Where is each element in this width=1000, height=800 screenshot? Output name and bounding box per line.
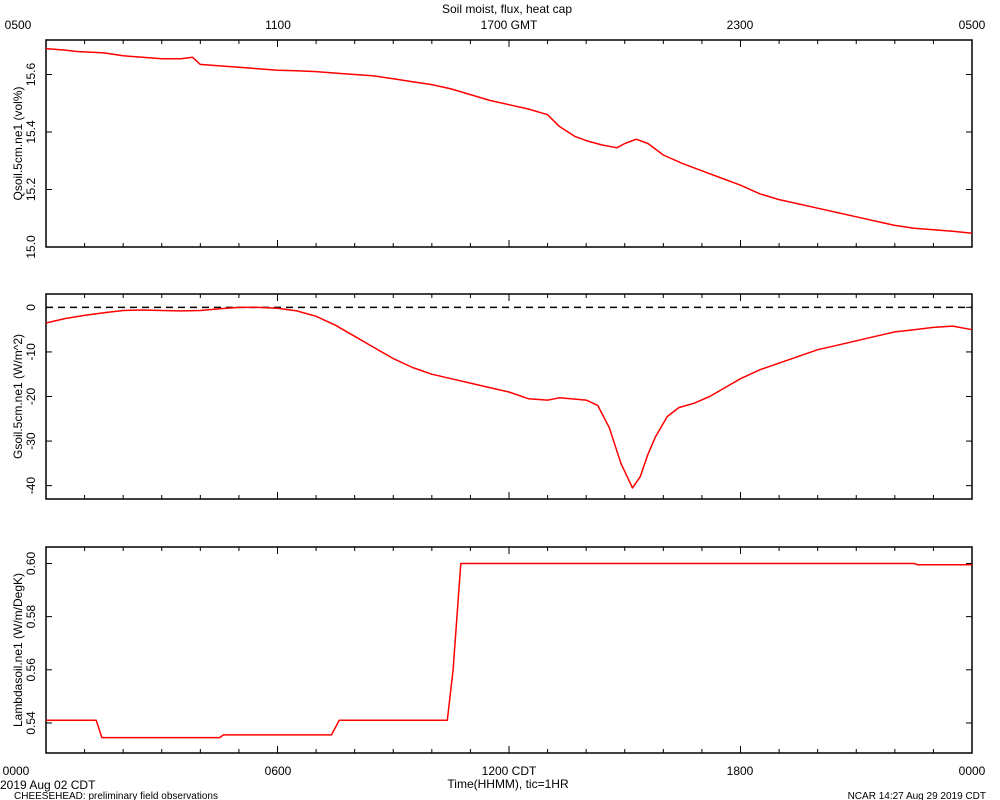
top-tick-label: 1700 GMT [481,18,538,32]
y-tick-label: -40 [24,477,38,495]
series-layer [45,306,973,489]
y-ticks: 15.0 15.2 15.4 15.6 [24,62,972,259]
series-line [45,47,973,234]
y-ticks: 0 -10 -20 -30 -40 [24,304,972,495]
top-tick-label: 0500 [959,18,986,32]
y-tick-label: 15.4 [24,120,38,144]
y-tick-label: 0.58 [24,605,38,629]
y-axis-title: Gsoil.5cm.ne1 (W/m^2) [11,334,25,459]
x-ticks [45,547,973,753]
panel-frame [45,546,973,754]
y-axis-title: Qsoil.5cm.ne1 (vol%) [11,86,25,200]
y-axis-title: Lambdasoil.ne1 (W/m/DegK) [11,573,25,727]
chart-title: Soil moist, flux, heat cap [442,2,572,16]
top-axis-labels: 0500 1100 1700 GMT 2300 0500 [5,18,986,32]
y-tick-label: 0.54 [24,711,38,735]
soil-heat-flux-panel: 0 -10 -20 -30 -40 Gsoil.5cm.ne1 (W/m^2) [11,293,973,500]
top-tick-label: 0500 [5,18,32,32]
y-tick-label: 0 [24,304,38,311]
series-layer [46,562,972,739]
series-layer [45,47,973,234]
y-tick-label: -20 [24,388,38,406]
bottom-tick-label: 1200 CDT [482,764,537,778]
bottom-tick-label: 0000 [3,764,30,778]
bottom-tick-label: 1800 [727,764,754,778]
top-tick-label: 2300 [727,18,754,32]
bottom-axis-labels: 0000 0600 1200 CDT 1800 0000 [3,764,986,778]
bottom-tick-label: 0000 [959,764,986,778]
panel-frame [45,293,973,500]
top-tick-label: 1100 [265,18,291,32]
series-line [45,306,973,489]
y-tick-label: 15.2 [24,177,38,201]
x-ticks [45,40,973,247]
thermal-conductivity-panel: 0.54 0.56 0.58 0.60 Lambdasoil.ne1 (W/m/Deg… [11,546,973,754]
footer-right: NCAR 14:27 Aug 29 2019 CDT [848,791,986,800]
y-ticks: 0.54 0.56 0.58 0.60 [24,551,972,735]
date-label: 2019 Aug 02 CDT [0,778,96,792]
y-tick-label: -10 [24,343,38,361]
bottom-tick-label: 0600 [265,764,292,778]
y-tick-label: 15.0 [24,235,38,259]
x-axis-title: Time(HHMM), tic=1HR [447,777,569,791]
y-tick-label: 15.6 [24,62,38,86]
x-ticks [45,294,973,499]
y-tick-label: -30 [24,432,38,450]
y-tick-label: 0.60 [24,551,38,575]
footer-left: CHEESEHEAD: preliminary field observatio… [14,791,218,800]
y-tick-label: 0.56 [24,658,38,682]
panel-frame [45,39,973,248]
series-line [46,562,972,739]
soil-moisture-panel: 15.0 15.2 15.4 15.6 Qsoil.5cm.ne1 (vol%) [11,39,973,259]
